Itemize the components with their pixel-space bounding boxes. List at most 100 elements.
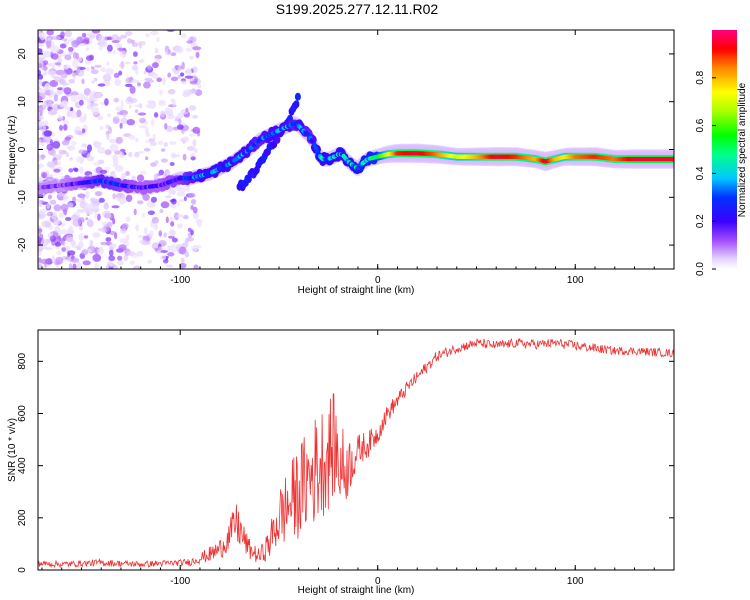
spectrogram-speckle bbox=[98, 197, 105, 203]
x-tick-label: -100 bbox=[170, 275, 190, 286]
spectrogram-speckle bbox=[87, 98, 91, 106]
spectrogram-speckle bbox=[107, 44, 113, 52]
spectrogram-speckle bbox=[193, 264, 199, 269]
spectrogram-speckle bbox=[106, 61, 110, 66]
spectrogram-speckle bbox=[105, 81, 111, 86]
spectrogram-speckle bbox=[120, 34, 128, 39]
spectrogram-speckle bbox=[46, 161, 56, 168]
spectrogram-speckle bbox=[85, 217, 89, 221]
spectrogram-speckle bbox=[79, 99, 84, 106]
spectrogram-speckle bbox=[86, 67, 90, 72]
spectrogram-speckle bbox=[119, 122, 123, 129]
spectrogram-speckle bbox=[134, 68, 139, 75]
spectrogram-speckle bbox=[57, 87, 64, 91]
spectrogram-speckle bbox=[72, 196, 77, 203]
snr-ylabel: SNR (10 * v/v) bbox=[7, 418, 18, 482]
spectrogram-speckle bbox=[192, 115, 199, 119]
spectrogram-secondary-mark bbox=[294, 92, 301, 101]
spectrogram-speckle bbox=[91, 107, 100, 115]
spectrogram-speckle bbox=[106, 132, 110, 141]
spectrogram-speckle bbox=[53, 218, 61, 226]
spectrogram-speckle bbox=[47, 70, 56, 76]
colorbar: 0.0 0.2 0.4 0.6 0.8 Normalized spectral ampl… bbox=[695, 30, 748, 276]
spectrogram-speckle bbox=[168, 187, 172, 196]
spectrogram-speckle bbox=[46, 40, 52, 48]
spectrogram-speckle bbox=[195, 51, 200, 59]
spectrogram-speckle bbox=[149, 30, 159, 36]
spectrogram-speckle bbox=[59, 124, 63, 131]
spectrogram-speckle bbox=[77, 93, 85, 101]
spectrogram-speckle bbox=[42, 72, 47, 76]
spectrogram-speckle bbox=[70, 91, 79, 96]
spectrogram-speckle bbox=[181, 61, 185, 70]
spectrogram-speckle bbox=[38, 121, 45, 127]
spectrogram-speckle bbox=[68, 109, 76, 117]
spectrogram-speckle bbox=[171, 154, 181, 158]
spectrogram-speckle bbox=[86, 104, 93, 110]
spectrogram-speckle bbox=[153, 173, 159, 181]
spectrogram-speckle bbox=[88, 90, 97, 99]
spectrogram-speckle bbox=[71, 141, 77, 146]
spectrogram-speckle bbox=[105, 68, 114, 75]
spectrogram-speckle bbox=[112, 192, 116, 200]
spectrogram-speckle bbox=[180, 72, 185, 77]
snr-xlabel: Height of straight line (km) bbox=[298, 585, 415, 596]
spectrogram-speckle bbox=[138, 43, 142, 49]
spectrogram-speckle bbox=[133, 208, 137, 216]
spectrogram-speckle bbox=[94, 191, 102, 196]
spectrogram-speckle bbox=[38, 44, 44, 48]
spectrogram-speckle bbox=[87, 218, 92, 225]
x-tick-label: 100 bbox=[567, 576, 584, 587]
spectrogram-speckle bbox=[126, 119, 135, 126]
spectrogram-speckle bbox=[76, 109, 82, 118]
spectrogram-speckle bbox=[113, 72, 120, 78]
spectrogram-speckle bbox=[90, 103, 99, 107]
spectrogram-speckle bbox=[160, 250, 168, 253]
spectrogram-speckle bbox=[171, 237, 178, 243]
spectrogram-speckle bbox=[92, 253, 102, 262]
spectrogram-speckle bbox=[43, 130, 52, 137]
spectrogram-speckle bbox=[90, 66, 95, 70]
spectrogram-speckle bbox=[191, 245, 198, 252]
spectrogram-speckle bbox=[151, 216, 159, 224]
spectrogram-speckle bbox=[46, 143, 54, 151]
spectrogram-speckle bbox=[188, 133, 195, 137]
spectrogram-speckle bbox=[145, 104, 152, 109]
spectrogram-speckle bbox=[188, 89, 197, 94]
spectrogram-speckle bbox=[153, 112, 159, 118]
spectrogram-speckle bbox=[163, 232, 167, 238]
spectrogram-speckle bbox=[38, 74, 44, 80]
y-tick-label: 600 bbox=[17, 405, 28, 422]
spectrogram-speckle bbox=[51, 148, 56, 157]
spectrogram-speckle bbox=[54, 76, 63, 83]
spectrogram-speckle bbox=[138, 125, 147, 129]
spectrogram-speckle bbox=[89, 239, 94, 248]
spectrogram-speckle bbox=[62, 38, 67, 42]
spectrogram-speckle bbox=[72, 263, 77, 269]
spectrogram-speckle bbox=[90, 69, 99, 75]
spectrogram-speckle bbox=[72, 60, 79, 68]
spectrogram-speckle bbox=[76, 198, 85, 202]
spectrogram-speckle bbox=[41, 154, 45, 161]
spectrogram-speckle bbox=[174, 65, 180, 69]
spectrogram-speckle bbox=[156, 77, 162, 82]
spectrogram-speckle bbox=[125, 234, 130, 242]
spectrogram-speckle bbox=[126, 38, 133, 44]
spectrogram-speckle bbox=[108, 126, 113, 134]
spectrogram-speckle bbox=[54, 241, 62, 247]
spectrogram-speckle bbox=[186, 146, 195, 151]
spectrogram-speckle bbox=[170, 98, 175, 103]
spectrogram-speckle bbox=[129, 260, 136, 265]
spectrogram-speckle bbox=[90, 197, 95, 203]
spectrogram-speckle bbox=[142, 193, 150, 201]
spectrogram-speckle bbox=[164, 107, 170, 114]
spectrogram-speckle bbox=[175, 46, 184, 54]
spectrogram-speckle bbox=[47, 194, 53, 200]
spectrogram-speckle bbox=[158, 230, 163, 237]
snr-plot-area bbox=[38, 330, 674, 570]
spectrogram-speckle bbox=[165, 195, 172, 199]
spectrogram-speckle bbox=[109, 144, 119, 152]
colorbar-tick-label: 0.2 bbox=[695, 214, 706, 228]
spectrogram-speckle bbox=[62, 197, 67, 202]
